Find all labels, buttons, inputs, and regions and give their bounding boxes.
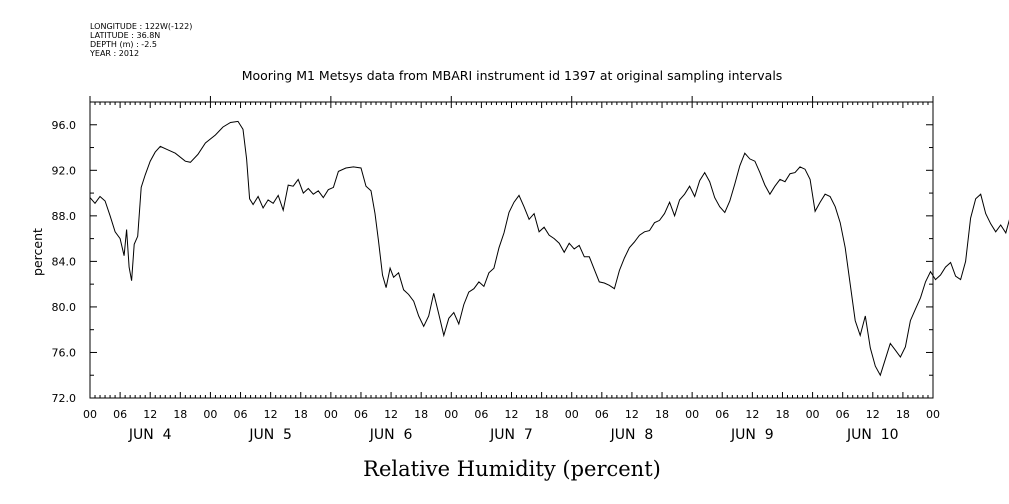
y-axis-label: percent (30, 228, 45, 276)
depth-label: DEPTH (m) : -2.5 (90, 40, 157, 49)
x-day-label: JUN 4 (128, 427, 172, 443)
chart-title: Mooring M1 Metsys data from MBARI instru… (242, 68, 783, 83)
x-tick-labels: 00 06 12 18 00 06 12 18 00 06 12 18 00 06 12 18 00 06 12 18… (83, 408, 940, 421)
x-tick-label: 00 (806, 408, 820, 421)
x-tick-label: 12 (866, 408, 880, 421)
x-tick-label: 12 (384, 408, 398, 421)
x-tick-label: 06 (234, 408, 248, 421)
x-tick-label: 06 (715, 408, 729, 421)
y-tick-label: 72.0 (52, 392, 77, 405)
y-tick-label: 88.0 (52, 210, 77, 223)
x-day-label: JUN 8 (610, 427, 654, 443)
x-day-label: JUN 6 (369, 427, 413, 443)
x-tick-label: 06 (836, 408, 850, 421)
x-tick-label: 18 (173, 408, 187, 421)
x-tick-label: 12 (625, 408, 639, 421)
x-tick-label: 18 (775, 408, 789, 421)
x-day-label: JUN 5 (248, 427, 292, 443)
x-tick-label: 12 (505, 408, 519, 421)
y-tick-label: 96.0 (52, 119, 77, 132)
x-tick-label: 18 (896, 408, 910, 421)
x-day-label: JUN 10 (846, 427, 899, 443)
x-tick-label: 00 (926, 408, 940, 421)
x-tick-label: 18 (294, 408, 308, 421)
series-line-relative-humidity (89, 120, 1009, 377)
x-tick-label: 18 (414, 408, 428, 421)
y-tick-label: 80.0 (52, 301, 77, 314)
year-label: YEAR : 2012 (89, 49, 139, 58)
x-tick-label: 00 (565, 408, 579, 421)
y-tick-labels: 72.0 76.0 80.0 84.0 88.0 92.0 96.0 (52, 119, 77, 405)
x-tick-label: 00 (685, 408, 699, 421)
x-tick-label: 00 (83, 408, 97, 421)
x-tick-label: 12 (264, 408, 278, 421)
x-day-label: JUN 9 (730, 427, 774, 443)
x-tick-label: 00 (324, 408, 338, 421)
x-tick-label: 18 (655, 408, 669, 421)
y-tick-label: 84.0 (52, 255, 77, 268)
x-tick-label: 12 (745, 408, 759, 421)
y-tick-label: 92.0 (52, 164, 77, 177)
y-tick-label: 76.0 (52, 346, 77, 359)
x-tick-label: 06 (113, 408, 127, 421)
plot-frame (89, 101, 934, 399)
x-tick-label: 00 (203, 408, 217, 421)
x-day-label: JUN 7 (489, 427, 533, 443)
latitude-label: LATITUDE : 36.8N (90, 31, 160, 40)
x-tick-label: 06 (595, 408, 609, 421)
x-tick-label: 06 (354, 408, 368, 421)
axis-ticks (89, 96, 934, 399)
x-day-labels: JUN 4 JUN 5 JUN 6 JUN 7 JUN 8 JUN 9 JUN 10 (128, 427, 899, 443)
x-tick-label: 00 (444, 408, 458, 421)
x-tick-label: 18 (535, 408, 549, 421)
x-axis-label: Relative Humidity (percent) (363, 457, 661, 481)
longitude-label: LONGITUDE : 122W(-122) (90, 22, 192, 31)
x-tick-label: 06 (474, 408, 488, 421)
x-tick-label: 12 (143, 408, 157, 421)
